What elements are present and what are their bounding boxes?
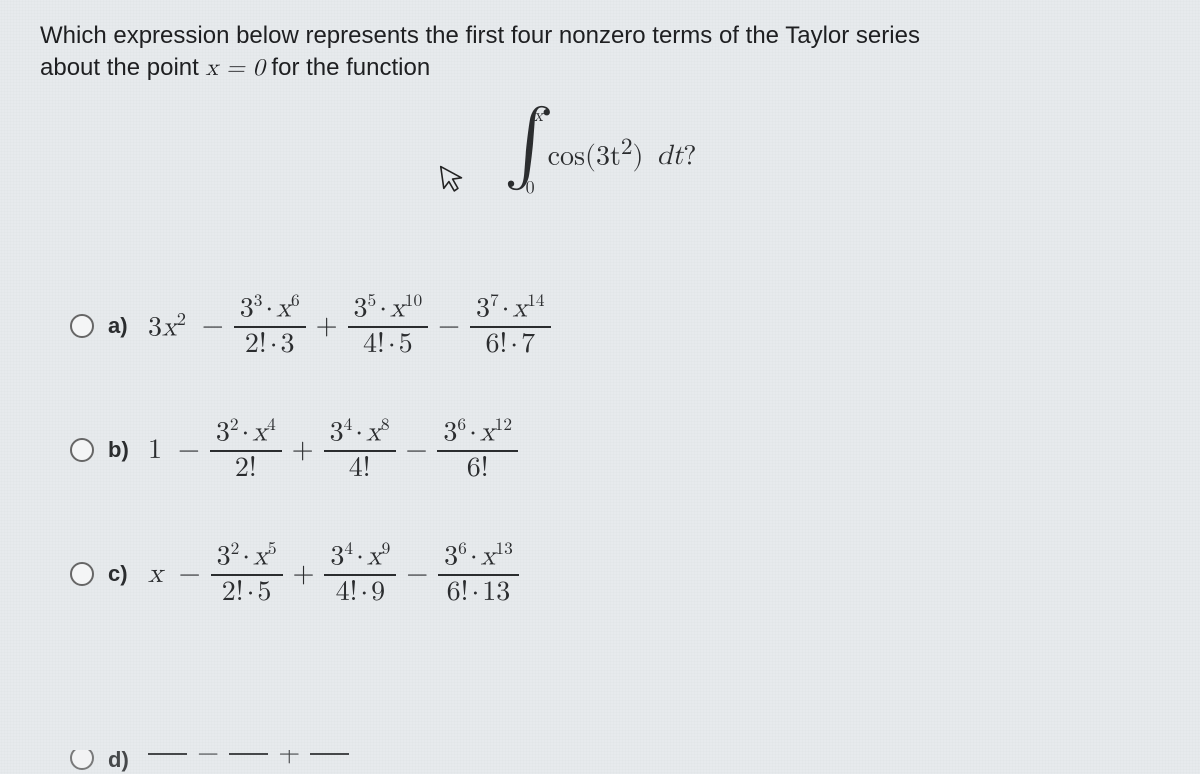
integral-upper: x <box>534 105 544 127</box>
op: + <box>283 557 325 591</box>
option-d-expr-fragment: 5 − 7 + 9 <box>148 750 349 774</box>
integrand-arg-base: 3t <box>596 142 621 170</box>
frac: 36·x12 6! <box>437 417 518 483</box>
integrand-dt: dt <box>653 142 683 170</box>
prompt-line-2-pre: about the point <box>40 54 205 81</box>
option-d-cutoff: d) 5 − 7 + 9 <box>70 750 349 774</box>
option-c-label: c) <box>108 561 134 587</box>
frac: 35·x10 4!·5 <box>348 293 429 359</box>
frac: 37·x14 6!·7 <box>470 293 551 359</box>
answer-options: a) 3x2 − 33·x6 2!·3 + 35·x10 4!·5 − 37·x… <box>70 293 1160 607</box>
option-c-expr: x − 32·x5 2!·5 + 34·x9 4!·9 − 36·x13 6!·… <box>148 541 519 607</box>
op: − <box>396 557 438 591</box>
integrand: cos(3t2) dt? <box>548 133 697 173</box>
prompt-point-expr: x = 0 <box>205 56 264 80</box>
radio-d[interactable] <box>70 750 94 770</box>
frac: 32·x4 2! <box>210 417 282 483</box>
integral-lower: 0 <box>526 177 535 199</box>
option-a-expr: 3x2 − 33·x6 2!·3 + 35·x10 4!·5 − 37·x14 … <box>148 293 551 359</box>
radio-b[interactable] <box>70 438 94 462</box>
op: − <box>396 433 438 467</box>
frac: 36·x13 6!·13 <box>438 541 519 607</box>
integrand-qmark: ? <box>683 142 696 170</box>
option-b[interactable]: b) 1 − 32·x4 2! + 34·x8 4! − 36·x12 6! <box>70 417 1160 483</box>
op: − <box>168 433 210 467</box>
cursor-icon <box>437 161 468 202</box>
integrand-arg-exp: 2 <box>621 135 633 159</box>
option-d-label: d) <box>108 750 134 773</box>
radio-a[interactable] <box>70 314 94 338</box>
option-a-lead: 3x2 <box>148 308 186 344</box>
frac: 34·x8 4! <box>324 417 396 483</box>
option-c-lead: x <box>148 557 163 591</box>
integral-sign: ∫ x 0 <box>504 113 544 193</box>
prompt-line-1: Which expression below represents the fi… <box>40 22 920 49</box>
option-c[interactable]: c) x − 32·x5 2!·5 + 34·x9 4!·9 − 36·x13 … <box>70 541 1160 607</box>
radio-c[interactable] <box>70 562 94 586</box>
option-a[interactable]: a) 3x2 − 33·x6 2!·3 + 35·x10 4!·5 − 37·x… <box>70 293 1160 359</box>
integral-display: ∫ x 0 cos(3t2) dt? <box>40 113 1160 193</box>
option-b-lead: 1 <box>148 433 162 467</box>
option-a-label: a) <box>108 313 134 339</box>
option-b-expr: 1 − 32·x4 2! + 34·x8 4! − 36·x12 6! <box>148 417 518 483</box>
op: − <box>169 557 211 591</box>
prompt-line-2-post: for the function <box>271 54 430 81</box>
op: − <box>428 309 470 343</box>
frac: 33·x6 2!·3 <box>234 293 306 359</box>
question-prompt: Which expression below represents the fi… <box>40 20 1160 85</box>
op: − <box>192 309 234 343</box>
op: + <box>306 309 348 343</box>
frac: 32·x5 2!·5 <box>211 541 283 607</box>
frac: 34·x9 4!·9 <box>324 541 396 607</box>
op: + <box>282 433 324 467</box>
option-b-label: b) <box>108 437 134 463</box>
